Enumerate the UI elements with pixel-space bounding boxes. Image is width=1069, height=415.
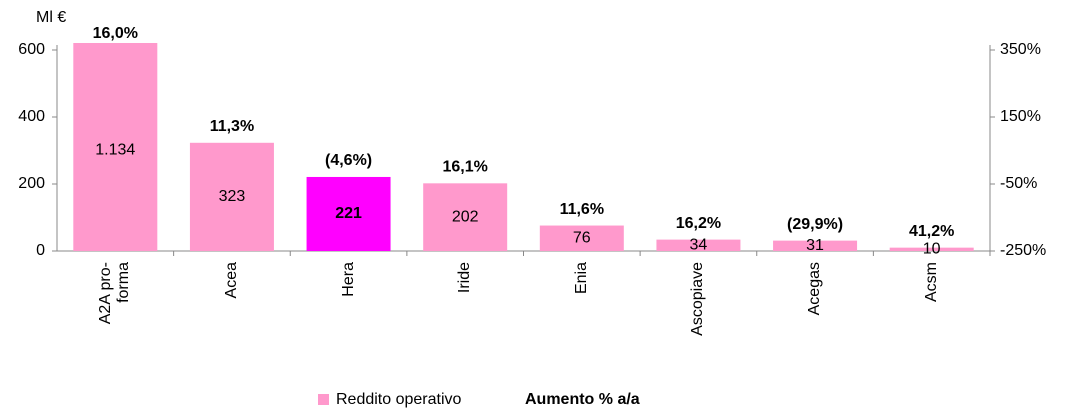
x-tick-label: A2A pro-forma <box>97 262 133 325</box>
growth-label: 16,0% <box>93 25 138 42</box>
bar <box>773 240 858 251</box>
growth-label: 11,6% <box>560 201 604 218</box>
bar <box>889 247 974 251</box>
x-tick-label: Acea <box>222 262 240 299</box>
bar <box>306 176 391 251</box>
y2-tick-label: -250% <box>1000 242 1046 259</box>
growth-label: 16,2% <box>676 215 721 232</box>
x-tick-label: Acsm <box>922 262 940 302</box>
x-tick-label: Acegas <box>806 262 824 316</box>
bars <box>73 43 974 252</box>
x-tick-label: Hera <box>339 262 357 297</box>
y2-tick-label: -50% <box>1000 175 1037 192</box>
growth-label: (29,9%) <box>787 216 843 233</box>
bar <box>189 142 274 251</box>
legend-swatch <box>318 394 329 405</box>
bar-value-label: 10 <box>923 241 941 258</box>
x-tick-label: Enia <box>572 262 590 295</box>
bar-value-label: 34 <box>690 237 708 254</box>
x-tick-label: Iride <box>456 262 474 294</box>
bar-value-label: 76 <box>573 229 591 246</box>
growth-label: 41,2% <box>909 223 954 240</box>
y2-tick-label: 350% <box>1000 41 1041 58</box>
y-tick-label: 600 <box>18 41 45 58</box>
bar-value-label: 31 <box>806 237 824 254</box>
bar <box>539 225 624 251</box>
y-unit: Ml € <box>36 9 66 26</box>
legend-label: Reddito operativo <box>336 391 462 408</box>
bar <box>73 43 158 252</box>
growth-label: (4,6%) <box>325 152 372 169</box>
bar-value-label: 221 <box>335 205 362 222</box>
y-tick-label: 0 <box>36 242 45 259</box>
bar <box>423 183 508 251</box>
bar-value-label: 323 <box>219 188 246 205</box>
bar <box>656 239 741 251</box>
growth-label: 11,3% <box>210 118 254 135</box>
y2-tick-label: 150% <box>1000 108 1041 125</box>
y-tick-label: 400 <box>18 108 45 125</box>
legend-label: Aumento % a/a <box>525 391 640 408</box>
bar-value-label: 202 <box>452 208 479 225</box>
y-tick-label: 200 <box>18 175 45 192</box>
x-tick-label: Ascopiave <box>689 262 707 336</box>
bar-value-label: 1.134 <box>95 142 135 159</box>
growth-label: 16,1% <box>443 159 488 176</box>
